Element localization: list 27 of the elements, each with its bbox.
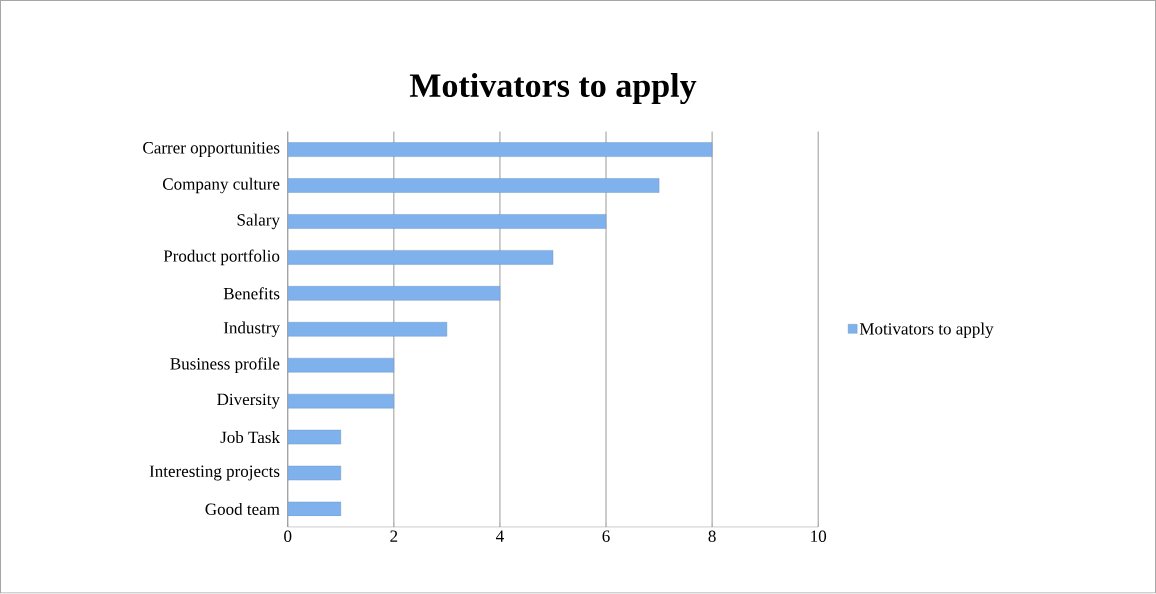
y-tick-label: Business profile — [170, 357, 280, 374]
bar — [287, 394, 395, 409]
y-tick-label: Salary — [237, 213, 280, 230]
x-tick-label: 6 — [602, 530, 610, 543]
y-tick-label: Product portfolio — [163, 249, 280, 266]
x-tick-label: 10 — [811, 530, 827, 543]
bar — [287, 322, 448, 337]
bar — [287, 286, 501, 301]
y-tick-label: Diversity — [217, 393, 280, 409]
bar — [287, 358, 395, 373]
x-tick-label: 2 — [390, 530, 398, 542]
y-tick-label: Industry — [223, 321, 280, 338]
x-tick-label: 0 — [284, 530, 292, 543]
y-tick-label: Interesting projects — [149, 465, 280, 481]
bar — [287, 250, 554, 265]
bar — [287, 178, 660, 193]
y-tick-label: Company culture — [162, 178, 280, 194]
legend-label: Motivators to apply — [859, 322, 994, 339]
x-tick-label: 4 — [496, 530, 504, 542]
y-tick-label: Carrer opportunities — [143, 142, 280, 158]
x-tick-label: 8 — [708, 530, 716, 543]
chart-title: Motivators to apply — [409, 73, 697, 105]
y-tick-label: Job Task — [220, 431, 280, 444]
y-tick-label: Good team — [205, 503, 280, 516]
bar — [287, 142, 713, 158]
bar — [287, 214, 607, 229]
y-tick-label: Benefits — [223, 287, 280, 300]
